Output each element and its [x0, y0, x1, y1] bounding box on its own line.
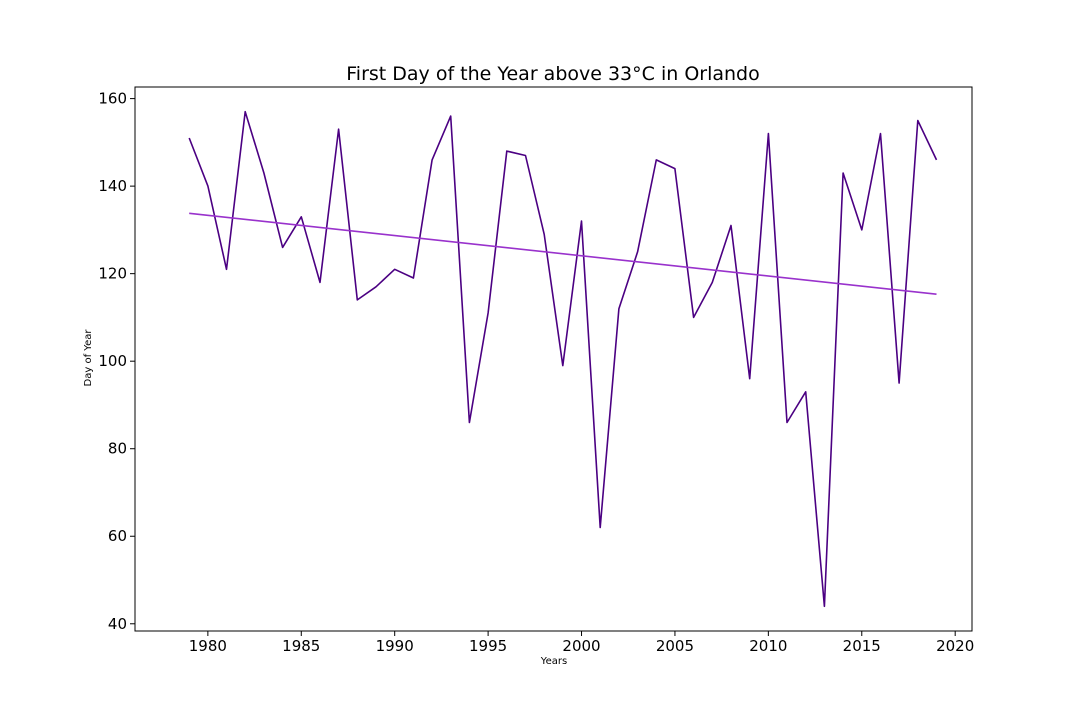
- x-axis: 1980 1985 1990 1995 2000 2005 2010 2015 2020: [189, 631, 974, 655]
- x-tick-label: 1985: [282, 637, 320, 655]
- x-tick-label: 1990: [376, 637, 414, 655]
- x-tick-label: 1995: [469, 637, 507, 655]
- y-tick-label: 120: [98, 265, 127, 283]
- x-tick-label: 2020: [936, 637, 974, 655]
- y-axis: 40 60 80 100 120 140 160: [98, 90, 135, 633]
- x-tick-label: 2015: [843, 637, 881, 655]
- y-tick-label: 60: [108, 527, 127, 545]
- x-tick-label: 2000: [562, 637, 600, 655]
- plot-frame: [134, 86, 973, 632]
- y-tick-label: 80: [108, 440, 127, 458]
- x-tick-label: 1980: [189, 637, 227, 655]
- y-axis-label: Day of Year: [83, 329, 94, 387]
- y-tick-label: 160: [98, 90, 127, 108]
- trend-line: [189, 212, 937, 295]
- data-line: [188, 110, 938, 608]
- x-tick-label: 2010: [749, 637, 787, 655]
- y-tick-label: 40: [108, 615, 127, 633]
- x-tick-label: 2005: [656, 637, 694, 655]
- x-axis-label: Years: [540, 656, 567, 667]
- chart-title: First Day of the Year above 33°C in Orla…: [346, 63, 759, 85]
- plot-area: [134, 86, 973, 632]
- y-tick-label: 140: [98, 177, 127, 195]
- y-tick-label: 100: [98, 352, 127, 370]
